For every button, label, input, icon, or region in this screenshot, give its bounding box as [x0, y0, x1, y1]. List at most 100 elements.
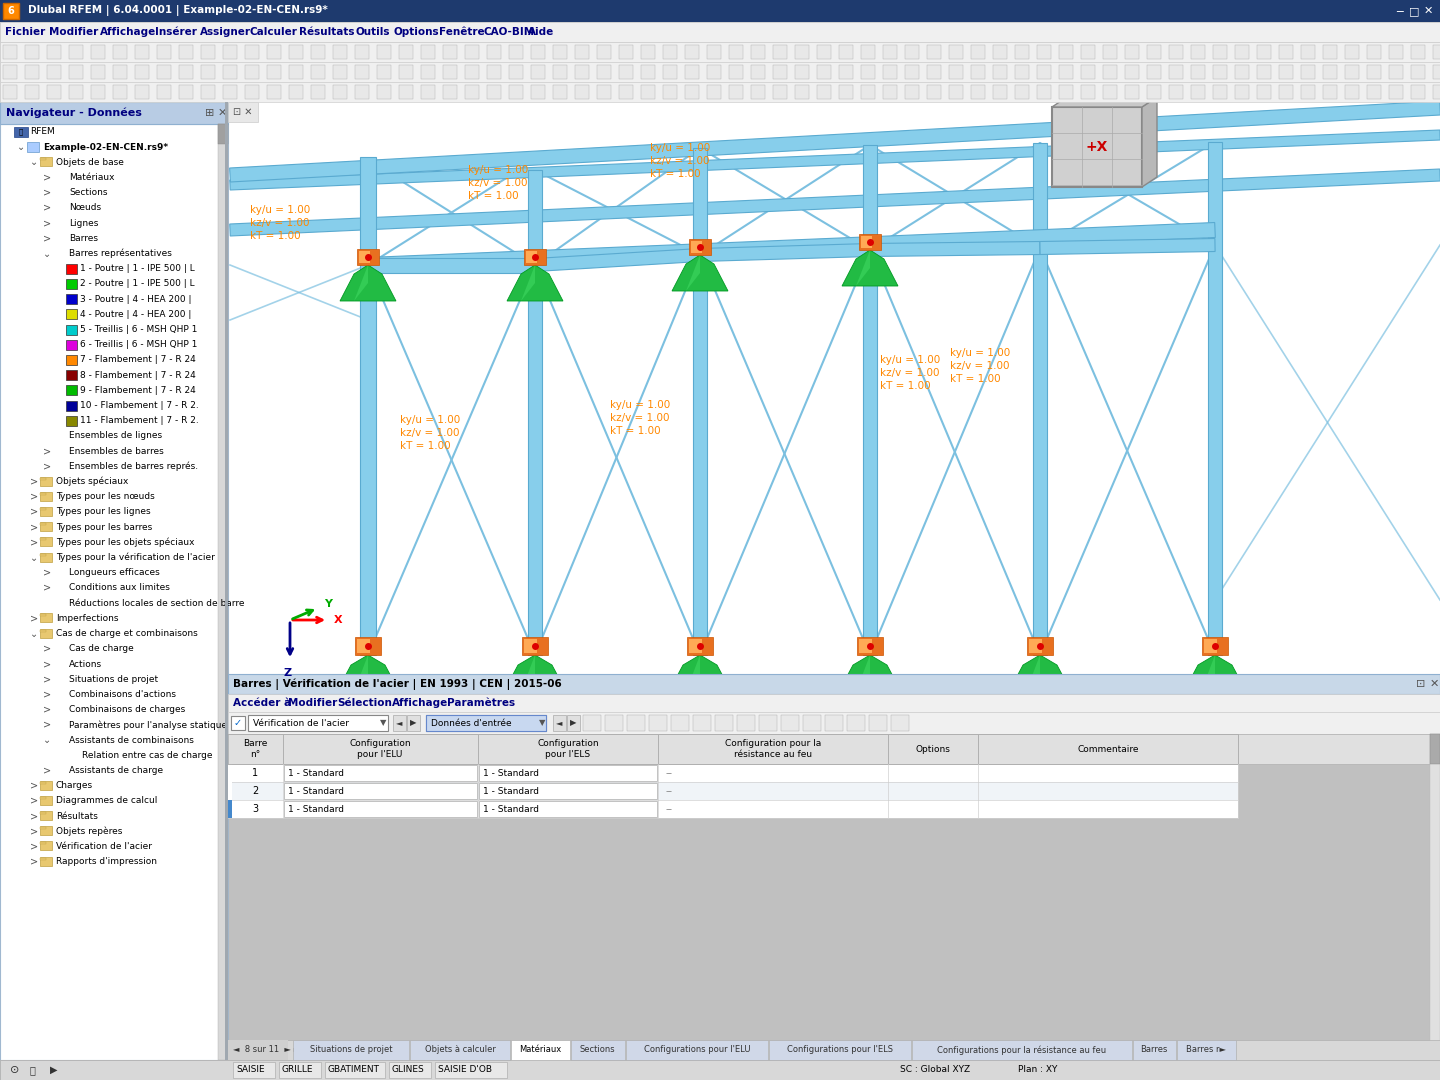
Text: Options: Options — [916, 744, 950, 754]
FancyBboxPatch shape — [619, 45, 634, 59]
FancyBboxPatch shape — [1390, 65, 1403, 79]
FancyBboxPatch shape — [135, 65, 148, 79]
FancyBboxPatch shape — [228, 102, 1440, 674]
Text: Fenêtre: Fenêtre — [439, 27, 484, 37]
FancyBboxPatch shape — [1411, 65, 1426, 79]
FancyBboxPatch shape — [465, 65, 480, 79]
FancyBboxPatch shape — [1323, 65, 1336, 79]
FancyBboxPatch shape — [891, 715, 909, 731]
Text: >: > — [30, 538, 37, 548]
Polygon shape — [501, 654, 569, 697]
FancyBboxPatch shape — [24, 45, 39, 59]
Text: >: > — [30, 796, 37, 806]
FancyBboxPatch shape — [157, 85, 171, 99]
Polygon shape — [1198, 654, 1215, 697]
FancyBboxPatch shape — [0, 1059, 1440, 1080]
Polygon shape — [229, 102, 1440, 183]
FancyBboxPatch shape — [773, 45, 788, 59]
FancyBboxPatch shape — [883, 45, 897, 59]
FancyBboxPatch shape — [399, 45, 413, 59]
Text: >: > — [30, 507, 37, 517]
Text: GLINES: GLINES — [392, 1066, 425, 1075]
FancyBboxPatch shape — [179, 45, 193, 59]
FancyBboxPatch shape — [3, 45, 17, 59]
Text: ⊙: ⊙ — [10, 1065, 19, 1075]
Text: Commentaire: Commentaire — [1077, 744, 1139, 754]
FancyBboxPatch shape — [223, 85, 238, 99]
FancyBboxPatch shape — [228, 1040, 288, 1059]
FancyBboxPatch shape — [769, 1040, 910, 1059]
Text: >: > — [43, 568, 52, 578]
Text: ✕: ✕ — [1423, 6, 1433, 16]
FancyBboxPatch shape — [857, 637, 883, 654]
FancyBboxPatch shape — [1279, 45, 1293, 59]
FancyBboxPatch shape — [1367, 65, 1381, 79]
FancyBboxPatch shape — [66, 309, 76, 320]
Text: Configuration
pour l'ELU: Configuration pour l'ELU — [348, 740, 410, 758]
Text: >: > — [43, 218, 52, 228]
FancyBboxPatch shape — [66, 355, 76, 365]
FancyBboxPatch shape — [1430, 734, 1440, 1070]
FancyBboxPatch shape — [729, 85, 743, 99]
FancyBboxPatch shape — [662, 85, 677, 99]
Polygon shape — [230, 130, 1440, 190]
FancyBboxPatch shape — [861, 85, 876, 99]
FancyBboxPatch shape — [333, 45, 347, 59]
Text: SAISIE D'OB: SAISIE D'OB — [438, 1066, 492, 1075]
Text: Aide: Aide — [527, 27, 554, 37]
Text: >: > — [43, 704, 52, 715]
FancyBboxPatch shape — [949, 65, 963, 79]
Text: Modifier: Modifier — [49, 27, 99, 37]
FancyBboxPatch shape — [1081, 45, 1094, 59]
Polygon shape — [852, 654, 870, 697]
Text: Types pour les lignes: Types pour les lignes — [56, 508, 151, 516]
FancyBboxPatch shape — [927, 65, 940, 79]
Text: Barres: Barres — [1140, 1045, 1168, 1054]
Polygon shape — [1208, 141, 1223, 654]
Text: Calculer: Calculer — [249, 27, 298, 37]
FancyBboxPatch shape — [1257, 85, 1272, 99]
FancyBboxPatch shape — [40, 507, 52, 516]
FancyBboxPatch shape — [1390, 45, 1403, 59]
FancyBboxPatch shape — [311, 85, 325, 99]
FancyBboxPatch shape — [40, 782, 46, 784]
Text: Combinaisons de charges: Combinaisons de charges — [69, 705, 186, 714]
Text: ◄: ◄ — [556, 718, 562, 728]
FancyBboxPatch shape — [619, 85, 634, 99]
FancyBboxPatch shape — [3, 85, 17, 99]
Text: Matériaux: Matériaux — [520, 1045, 562, 1054]
FancyBboxPatch shape — [861, 45, 876, 59]
Polygon shape — [528, 170, 541, 654]
FancyBboxPatch shape — [816, 85, 831, 99]
FancyBboxPatch shape — [284, 765, 477, 781]
FancyBboxPatch shape — [279, 1062, 321, 1078]
Text: 1 - Standard: 1 - Standard — [288, 805, 344, 813]
FancyBboxPatch shape — [3, 65, 17, 79]
FancyBboxPatch shape — [1390, 85, 1403, 99]
FancyBboxPatch shape — [223, 45, 238, 59]
FancyBboxPatch shape — [795, 85, 809, 99]
FancyBboxPatch shape — [883, 65, 897, 79]
FancyBboxPatch shape — [773, 85, 788, 99]
FancyBboxPatch shape — [48, 85, 60, 99]
FancyBboxPatch shape — [1212, 45, 1227, 59]
FancyBboxPatch shape — [1204, 639, 1217, 653]
Text: ⌄: ⌄ — [43, 248, 52, 258]
Text: Objets de base: Objets de base — [56, 158, 124, 167]
FancyBboxPatch shape — [228, 1040, 1440, 1059]
FancyBboxPatch shape — [1053, 107, 1142, 187]
FancyBboxPatch shape — [217, 124, 228, 1059]
FancyBboxPatch shape — [553, 85, 567, 99]
Polygon shape — [1181, 654, 1248, 697]
Text: Plan : XY: Plan : XY — [1018, 1066, 1057, 1075]
Text: Cas de charge: Cas de charge — [69, 645, 134, 653]
Text: >: > — [43, 583, 52, 593]
FancyBboxPatch shape — [662, 45, 677, 59]
Text: 5 - Treillis | 6 - MSH QHP 1: 5 - Treillis | 6 - MSH QHP 1 — [81, 325, 197, 334]
FancyBboxPatch shape — [66, 264, 76, 274]
FancyBboxPatch shape — [27, 143, 39, 152]
FancyBboxPatch shape — [840, 85, 852, 99]
FancyBboxPatch shape — [1191, 65, 1205, 79]
FancyBboxPatch shape — [40, 508, 46, 510]
FancyBboxPatch shape — [284, 801, 477, 816]
